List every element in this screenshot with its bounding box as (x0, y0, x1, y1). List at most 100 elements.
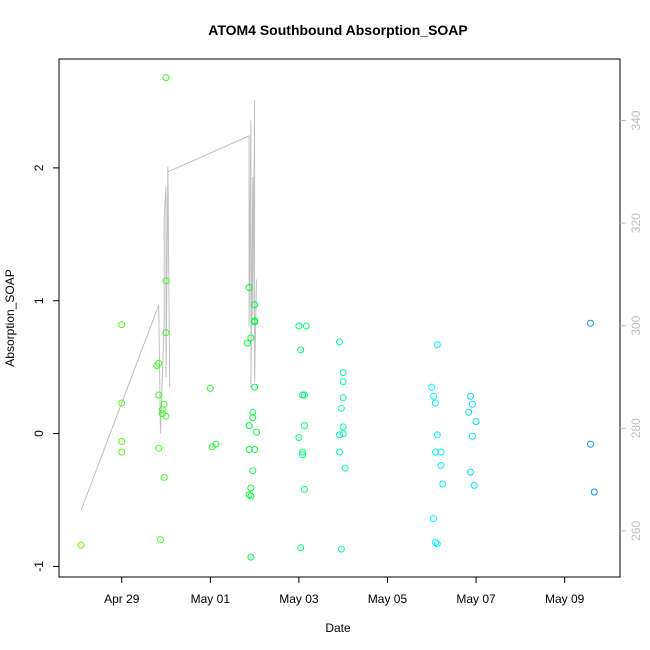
data-point (162, 74, 170, 82)
gray-line-series (80, 99, 257, 511)
line-path (80, 99, 257, 511)
data-point (77, 541, 85, 549)
data-point (206, 384, 214, 392)
data-point (337, 404, 345, 412)
data-point (341, 464, 349, 472)
x-tick-label: May 09 (545, 592, 585, 606)
data-point (336, 338, 343, 346)
data-point (212, 440, 220, 448)
data-point (468, 432, 476, 440)
data-point (297, 544, 305, 552)
data-point (467, 468, 474, 476)
data-point (155, 359, 163, 367)
data-point (300, 422, 308, 430)
plot-frame (58, 58, 621, 578)
data-point (468, 400, 476, 408)
data-point (157, 536, 164, 544)
data-point (300, 485, 308, 493)
data-point (253, 428, 260, 436)
data-point (299, 448, 307, 456)
data-point (243, 339, 251, 347)
data-point (295, 434, 303, 441)
data-point (300, 391, 308, 399)
scatter-points (77, 74, 598, 561)
data-point (433, 540, 441, 548)
data-point (587, 440, 594, 448)
data-point (160, 473, 168, 481)
y-axis-label: Absorption_SOAP (3, 269, 17, 366)
data-point (339, 394, 347, 402)
data-point (339, 423, 347, 431)
data-point (118, 438, 126, 445)
data-point (430, 392, 438, 400)
data-point (155, 391, 163, 399)
data-point (118, 321, 126, 329)
x-tick-label: May 05 (368, 592, 408, 606)
x-tick-label: May 07 (456, 592, 496, 606)
data-point (162, 277, 170, 285)
y-tick-label: 0 (32, 430, 46, 437)
data-point (162, 412, 170, 420)
data-point (587, 319, 594, 327)
data-point (245, 491, 253, 499)
data-point (251, 383, 259, 391)
data-point (251, 301, 259, 309)
y2-tick-label: 280 (629, 418, 643, 438)
data-point (247, 492, 255, 500)
x-axis: Apr 29 May 01 May 03 May 05 May 07 May 09 (104, 577, 585, 606)
data-point (470, 481, 478, 489)
data-point (295, 322, 303, 330)
x-axis-label: Date (325, 621, 351, 635)
data-point (249, 467, 257, 475)
x-tick-label: Apr 29 (104, 592, 140, 606)
data-point (247, 553, 255, 561)
data-point (433, 341, 441, 349)
data-point (336, 448, 343, 456)
data-point (590, 488, 598, 496)
data-point (251, 318, 259, 326)
data-point (118, 448, 126, 456)
y2-axis: 260 280 300 320 340 (620, 110, 643, 541)
data-point (118, 399, 126, 407)
data-point (339, 378, 347, 386)
data-point (247, 484, 255, 492)
y2-tick-label: 340 (629, 110, 643, 130)
data-point (437, 448, 445, 456)
data-point (245, 284, 253, 291)
data-point (155, 444, 163, 452)
data-point (160, 400, 168, 408)
data-point (249, 414, 257, 422)
data-point (430, 515, 438, 523)
data-point (302, 322, 310, 330)
data-point (249, 408, 257, 416)
data-point (439, 480, 447, 488)
y-axis: -1 0 1 2 (32, 164, 59, 572)
data-point (251, 446, 259, 453)
data-point (162, 329, 170, 337)
data-point (467, 392, 474, 400)
data-point (432, 539, 439, 546)
data-point (472, 418, 480, 426)
data-point (337, 545, 345, 553)
data-point (297, 346, 305, 354)
data-point (336, 431, 343, 439)
y2-tick-label: 300 (629, 315, 643, 335)
y2-tick-label: 320 (629, 213, 643, 233)
x-tick-label: May 01 (191, 592, 231, 606)
chart-title: ATOM4 Southbound Absorption_SOAP (208, 22, 468, 38)
data-point (339, 430, 347, 438)
data-point (428, 383, 436, 391)
data-point (339, 369, 347, 376)
y-tick-label: 2 (32, 164, 46, 171)
data-point (245, 422, 253, 430)
data-point (299, 451, 307, 459)
y2-tick-label: 260 (629, 521, 643, 541)
y-tick-label: -1 (32, 561, 46, 572)
data-point (432, 399, 439, 407)
data-point (247, 334, 255, 342)
data-point (433, 431, 441, 439)
y-tick-label: 1 (32, 297, 46, 304)
data-point (437, 461, 445, 469)
data-point (465, 408, 473, 416)
